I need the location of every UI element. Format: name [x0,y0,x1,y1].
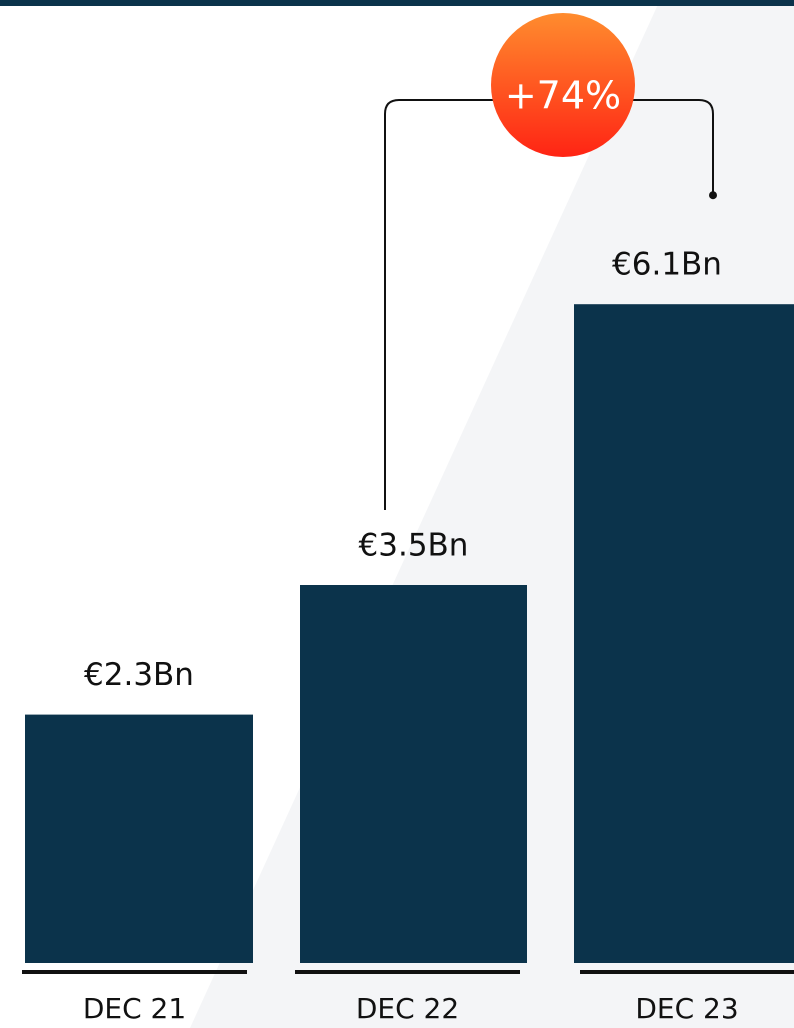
value-label: €2.3Bn [84,657,194,693]
baseline [295,970,520,974]
value-label: €3.5Bn [359,528,469,564]
baseline [22,970,247,974]
growth-bubble [491,13,635,157]
bar [25,714,253,963]
bar [574,304,794,963]
bar [300,585,527,963]
x-tick-label: DEC 23 [635,992,738,1025]
value-label: €6.1Bn [612,247,722,283]
x-tick-label: DEC 22 [356,992,459,1025]
growth-label: +74% [505,74,621,118]
baseline [580,970,794,974]
x-tick-label: DEC 21 [83,992,186,1025]
top-stripe [0,0,794,6]
bracket-dot [709,191,717,200]
